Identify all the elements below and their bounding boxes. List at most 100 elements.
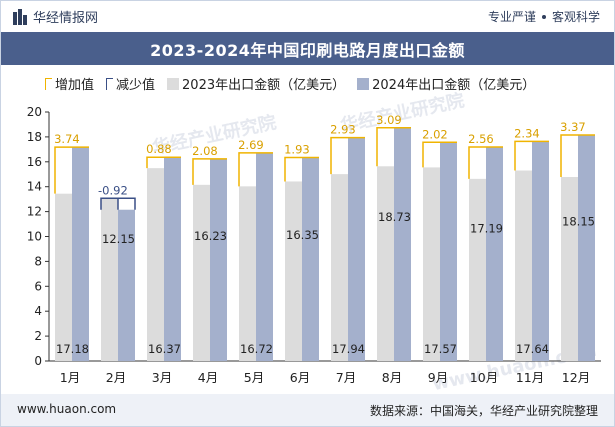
increase-marker (330, 136, 348, 175)
bar-2024 (348, 137, 365, 361)
change-label: 2.93 (330, 123, 356, 137)
brand-logo-icon (13, 8, 27, 25)
x-tick-label: 12月 (562, 370, 590, 385)
legend-item-2023: 2023年出口金额（亿美元） (167, 74, 345, 93)
bar-2023 (469, 178, 486, 361)
bar-2024 (578, 135, 595, 361)
increase-marker (192, 158, 210, 185)
y-tick-label: 2 (34, 329, 42, 343)
legend-2023-label: 2023年出口金额（亿美元） (182, 78, 346, 93)
value-label-2024: 16.35 (286, 228, 319, 242)
increase-marker (146, 156, 164, 169)
legend-2024-swatch-icon (357, 77, 370, 90)
bar-2023 (561, 176, 578, 361)
bar-2024 (256, 152, 273, 361)
increase-marker (54, 146, 72, 194)
x-tick-label: 4月 (198, 370, 218, 385)
change-label: 2.56 (468, 132, 494, 146)
value-label-2024: 17.64 (516, 342, 549, 356)
change-label: 2.34 (514, 126, 540, 140)
value-label-2024: 17.94 (332, 342, 365, 356)
bar-2024 (486, 146, 503, 361)
bar-2023 (193, 184, 210, 361)
x-tick-label: 5月 (244, 370, 264, 385)
increase-marker (376, 127, 394, 167)
x-tick-label: 3月 (152, 370, 172, 385)
bar-2024 (164, 157, 181, 361)
decrease-marker-edge (101, 197, 136, 210)
legend-decrease-swatch-icon (106, 77, 114, 90)
value-label-2024: 16.72 (240, 342, 273, 356)
y-tick-label: 8 (34, 254, 42, 268)
change-label: 2.02 (422, 127, 448, 141)
bar-2024 (118, 209, 135, 361)
x-tick-label: 2月 (106, 370, 126, 385)
increase-marker (422, 141, 440, 168)
legend-increase-label: 增加值 (55, 78, 95, 93)
footer: www.huaon.com 数据来源：中国海关，华经产业研究院整理 (1, 394, 614, 426)
x-tick-label: 9月 (428, 370, 448, 385)
bar-2024 (210, 158, 227, 361)
y-tick-label: 0 (34, 354, 42, 368)
bar-2024 (394, 127, 411, 362)
bar-2024 (302, 157, 319, 361)
bar-2023 (147, 168, 164, 361)
value-label-2024: 17.19 (470, 222, 503, 236)
top-bar: 华经情报网 专业严谨 客观科学 (1, 1, 614, 31)
bar-2023 (377, 166, 394, 361)
slogan-right: 客观科学 (551, 10, 600, 24)
change-label: 2.69 (238, 138, 264, 152)
bar-2023 (239, 186, 256, 361)
bar-2023 (331, 174, 348, 361)
bar-2024 (72, 147, 89, 361)
footer-source: 数据来源：中国海关，华经产业研究院整理 (369, 404, 598, 418)
x-tick-label: 8月 (382, 370, 402, 385)
brand-name: 华经情报网 (33, 11, 99, 26)
bar-2023 (101, 198, 118, 361)
y-tick-label: 20 (27, 105, 42, 119)
legend-item-increase: 增加值 (45, 74, 94, 93)
y-tick-label: 18 (27, 130, 42, 144)
title-bar: 2023-2024年中国印刷电路月度出口金额 (1, 32, 614, 65)
chart-title: 2023-2024年中国印刷电路月度出口金额 (150, 40, 465, 60)
y-tick-label: 12 (27, 205, 42, 219)
legend-item-2024: 2024年出口金额（亿美元） (357, 74, 535, 93)
footer-website: www.huaon.com (17, 402, 117, 416)
x-tick-label: 1月 (60, 370, 80, 385)
change-label: -0.92 (98, 183, 128, 197)
legend-item-decrease: 减少值 (106, 74, 155, 93)
slogan-left: 专业严谨 (487, 10, 536, 24)
x-tick-label: 10月 (470, 370, 498, 385)
value-label-2024: 18.73 (378, 210, 411, 224)
legend-2024-label: 2024年出口金额（亿美元） (372, 78, 536, 93)
change-label: 3.74 (54, 132, 80, 146)
value-label-2024: 16.23 (194, 229, 227, 243)
y-tick-label: 6 (34, 279, 42, 293)
y-tick-label: 14 (27, 180, 42, 194)
increase-marker (468, 146, 486, 179)
increase-marker (514, 140, 532, 171)
separator-dot-icon (541, 14, 546, 19)
legend-increase-swatch-icon (45, 77, 52, 90)
bar-2023 (285, 181, 302, 361)
y-tick-label: 4 (34, 304, 42, 318)
legend-decrease-label: 减少值 (116, 78, 156, 93)
change-label: 3.37 (560, 120, 586, 134)
slogan: 专业严谨 客观科学 (488, 8, 600, 25)
y-tick-label: 10 (27, 230, 42, 244)
value-label-2024: 16.37 (148, 342, 181, 356)
increase-marker (238, 152, 256, 187)
legend: 增加值 减少值 2023年出口金额（亿美元） 2024年出口金额（亿美元） (45, 74, 535, 93)
x-tick-label: 6月 (290, 370, 310, 385)
bar-2024 (532, 141, 549, 361)
change-label: 2.08 (192, 144, 218, 158)
value-label-2024: 12.15 (102, 232, 135, 246)
value-label-2024: 17.57 (424, 342, 457, 356)
x-tick-label: 11月 (516, 370, 544, 385)
chart-plot: 0 2 4 6 8 10 12 14 16 18 20 3.74 17.18 1月 -0.92 12.15 2月… (27, 105, 601, 385)
brand: 华经情报网 (13, 7, 98, 26)
bar-2024 (440, 142, 457, 361)
bar-2023 (515, 170, 532, 361)
change-label: 3.09 (376, 113, 402, 127)
